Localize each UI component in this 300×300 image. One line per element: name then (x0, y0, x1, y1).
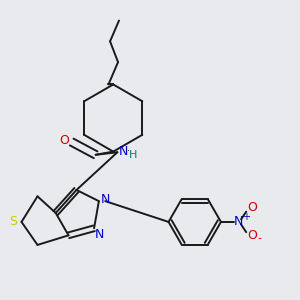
Text: -: - (257, 233, 261, 244)
Text: O: O (60, 134, 70, 147)
Text: N: N (118, 145, 128, 158)
Text: N: N (95, 228, 104, 241)
Text: O: O (247, 201, 257, 214)
Text: H: H (129, 150, 138, 161)
Text: ·: · (128, 146, 130, 156)
Text: O: O (247, 229, 257, 242)
Text: N: N (101, 193, 111, 206)
Text: S: S (10, 215, 17, 228)
Text: +: + (242, 212, 250, 222)
Text: N: N (234, 215, 243, 228)
